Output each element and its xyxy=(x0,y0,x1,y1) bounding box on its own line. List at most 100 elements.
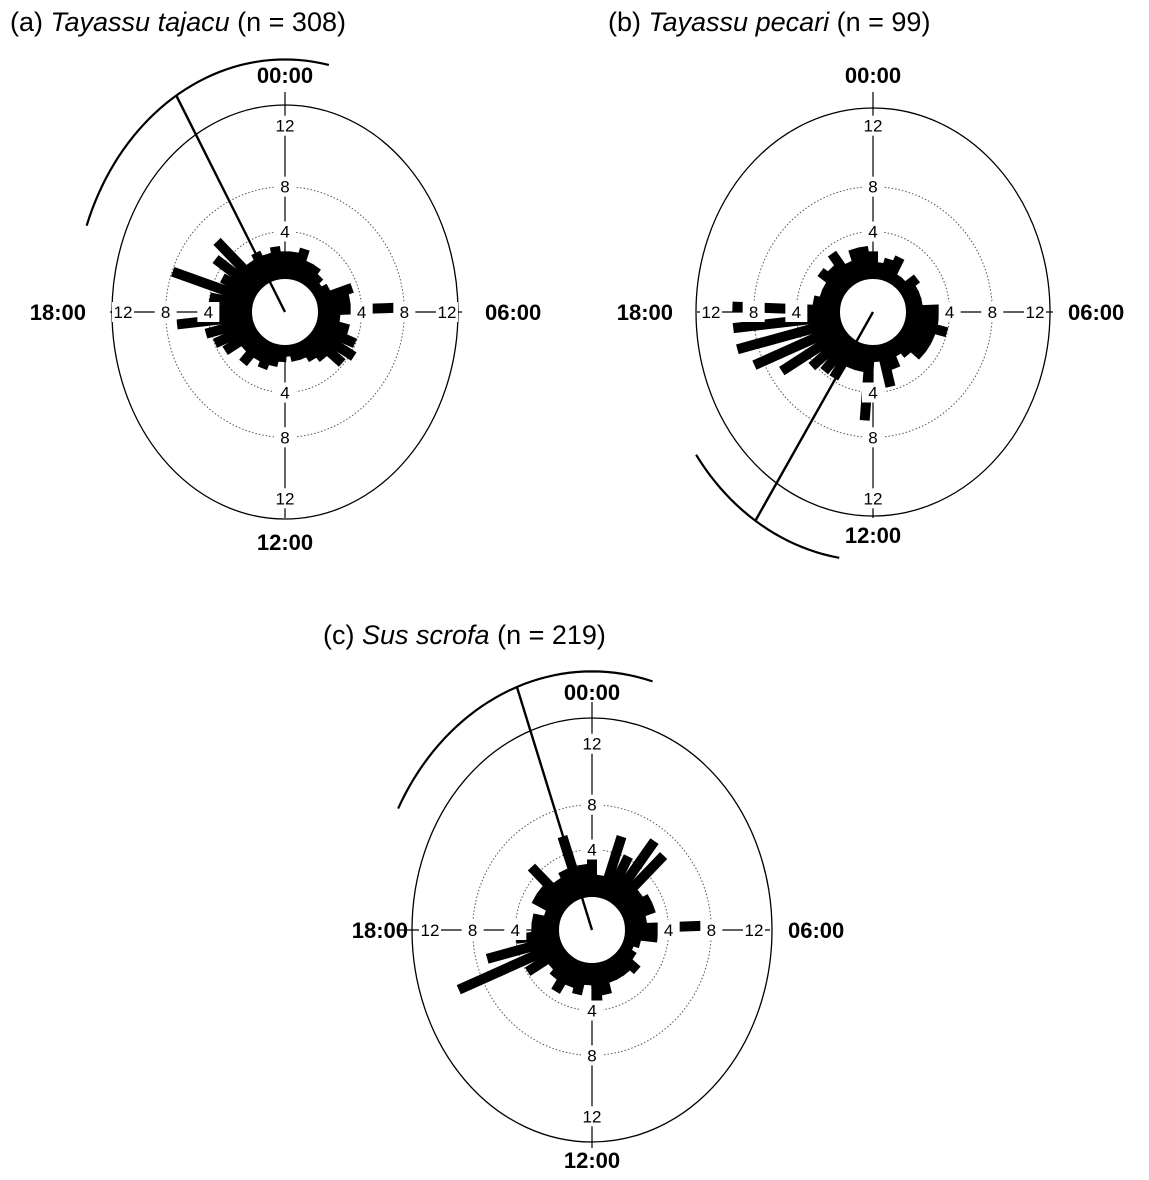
tick-label-bg xyxy=(274,221,296,242)
panel-label: (b) xyxy=(608,7,641,37)
tick-label-bg xyxy=(393,302,416,322)
rose-bar xyxy=(536,886,572,916)
rose-bar xyxy=(456,937,567,995)
tick-label-bg xyxy=(700,302,722,322)
mean-direction-line xyxy=(175,94,287,313)
panel-title: (c) Sus scrofa (n = 219) xyxy=(323,620,606,651)
confidence-arc xyxy=(85,58,330,226)
species-name: Sus scrofa xyxy=(362,620,490,650)
hour-label-left: 18:00 xyxy=(30,300,86,325)
tick-label-bg xyxy=(862,427,884,448)
tick-label: 12 xyxy=(583,735,602,754)
rose-bar xyxy=(609,852,668,912)
tick-label-bg xyxy=(581,1045,603,1066)
tick-label: 4 xyxy=(868,223,877,242)
rose-bar xyxy=(820,331,858,375)
tick-label-bg xyxy=(938,302,961,322)
confidence-arc xyxy=(695,454,840,559)
tick-label-bg xyxy=(504,920,527,940)
rose-bar xyxy=(310,319,358,348)
tick-label: 4 xyxy=(587,1002,596,1021)
tick-label-bg xyxy=(274,488,296,509)
rose-bar xyxy=(208,292,257,312)
tick-label-bg xyxy=(581,794,603,815)
tick-label: 8 xyxy=(280,428,289,447)
panel-c: (c) Sus scrofa (n = 219) 4 4 4 4 8 8 8 8 12 12 12 1… xyxy=(280,590,880,1180)
tick-label-bg xyxy=(657,920,680,940)
hour-label-right: 06:00 xyxy=(1068,300,1124,325)
rose-bar xyxy=(485,933,565,964)
tick-label-bg xyxy=(274,115,296,136)
hour-label-right: 06:00 xyxy=(788,918,844,943)
rose-bar xyxy=(752,319,848,370)
tick-label-bg xyxy=(274,176,296,197)
tick-label: 4 xyxy=(204,303,213,322)
rose-bar xyxy=(596,835,627,903)
tick-label: 4 xyxy=(280,223,289,242)
hour-label-top: 00:00 xyxy=(845,63,901,88)
tick-label: 4 xyxy=(357,303,366,322)
rose-bar xyxy=(854,340,872,373)
tick-label: 4 xyxy=(945,303,954,322)
rose-bar xyxy=(564,955,586,989)
sample-size: (n = 99) xyxy=(836,7,931,37)
rose-bar xyxy=(213,237,268,294)
rose-bar xyxy=(845,337,867,371)
tick-label-bg xyxy=(862,488,884,509)
tick-label: 12 xyxy=(114,303,133,322)
hour-label-bottom: 12:00 xyxy=(257,530,313,555)
rose-bar xyxy=(812,295,845,312)
tick-label: 8 xyxy=(707,921,716,940)
tick-label: 12 xyxy=(1026,303,1045,322)
rose-bar xyxy=(531,894,569,921)
tick-label: 12 xyxy=(864,489,883,508)
rose-bar xyxy=(549,949,577,980)
rose-bar xyxy=(257,337,279,371)
tick-label: 8 xyxy=(988,303,997,322)
tick-label: 8 xyxy=(868,178,877,197)
tick-label: 4 xyxy=(868,384,877,403)
panel-label: (a) xyxy=(10,7,43,37)
tick-label: 12 xyxy=(438,303,457,322)
tick-label-bg xyxy=(581,1000,603,1021)
rose-bar xyxy=(779,324,851,376)
rose-bar xyxy=(219,273,262,303)
sample-size: (n = 308) xyxy=(237,7,346,37)
mean-direction-line xyxy=(515,686,594,931)
tick-label: 8 xyxy=(587,1046,596,1065)
rose-bar xyxy=(267,340,284,368)
hour-label-right: 06:00 xyxy=(485,300,541,325)
tick-label: 12 xyxy=(745,921,764,940)
hour-label-top: 00:00 xyxy=(564,680,620,705)
rose-bar xyxy=(304,328,346,367)
tick-label-bg xyxy=(862,176,884,197)
rose-chart-b: 4 4 4 4 8 8 8 8 12 12 12 12 00:00 06:00 12:00 18:00 xyxy=(617,63,1124,559)
tick-label-bg xyxy=(742,302,765,322)
confidence-arc xyxy=(397,670,653,810)
rose-bar xyxy=(551,953,581,994)
tick-label-bg xyxy=(112,302,134,322)
rose-bar xyxy=(527,863,575,912)
rose-bar xyxy=(171,266,259,307)
tick-label-bg xyxy=(461,920,484,940)
tick-label-bg xyxy=(743,920,765,940)
tick-label: 12 xyxy=(276,117,295,136)
tick-label-bg xyxy=(785,302,808,322)
tick-label-bg xyxy=(197,302,220,322)
panel-b: (b) Tayassu pecari (n = 99) 4 4 4 4 8 8 8 8 12 12… xyxy=(575,0,1149,580)
panel-title: (b) Tayassu pecari (n = 99) xyxy=(608,7,930,38)
tick-label-bg xyxy=(350,302,373,322)
rose-bar xyxy=(307,324,357,361)
species-name: Tayassu tajacu xyxy=(50,7,230,37)
tick-label: 4 xyxy=(664,921,673,940)
rose-bar xyxy=(808,328,854,371)
tick-label-bg xyxy=(581,733,603,754)
rose-bar xyxy=(212,255,265,298)
rose-bar xyxy=(269,246,286,284)
rose-bar xyxy=(524,942,570,976)
tick-label: 12 xyxy=(421,921,440,940)
rose-bar xyxy=(239,331,270,367)
tick-label-bg xyxy=(700,920,723,940)
rose-bar xyxy=(576,864,593,902)
rose-bar xyxy=(827,264,856,294)
